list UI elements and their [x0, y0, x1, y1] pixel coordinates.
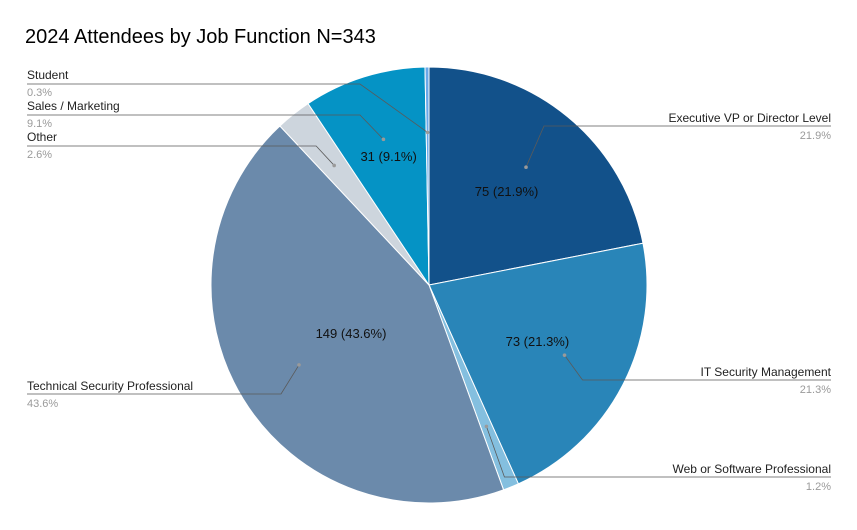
- leader-dot-other: [332, 163, 336, 168]
- label-percent-it-security-management: 21.3%: [800, 384, 831, 396]
- slice-technical-security-professional: [210, 125, 505, 504]
- leader-dot-it-security-management: [562, 353, 567, 357]
- chart-title: 2024 Attendees by Job Function N=343: [25, 26, 376, 48]
- label-executive-vp-or-director-level: Executive VP or Director Level: [668, 111, 831, 125]
- slice-it-security-management: [428, 242, 648, 485]
- label-technical-security-professional: Technical Security Professional: [27, 379, 193, 393]
- data-label-technical-security-professional: 149 (43.6%): [316, 326, 387, 341]
- label-web-or-software-professional: Web or Software Professional: [672, 462, 831, 476]
- leader-line-other: [27, 145, 335, 166]
- leader-line-student: [27, 83, 428, 133]
- leader-dot-executive-vp-or-director-level: [524, 165, 528, 170]
- data-label-sales-marketing: 31 (9.1%): [360, 149, 416, 164]
- label-percent-sales-marketing: 9.1%: [27, 118, 52, 130]
- pie-labels: 75 (21.9%) Executive VP or Director Level…: [27, 68, 832, 493]
- label-percent-web-or-software-professional: 1.2%: [806, 481, 831, 493]
- leader-dot-web-or-software-professional: [484, 424, 489, 429]
- leader-line-technical-security-professional: [27, 364, 300, 395]
- data-label-executive-vp-or-director-level: 75 (21.9%): [475, 184, 539, 199]
- slice-student: [424, 66, 430, 286]
- label-it-security-management: IT Security Management: [700, 365, 831, 379]
- pie-slices: [210, 66, 648, 504]
- label-percent-other: 2.6%: [27, 149, 52, 161]
- leader-line-executive-vp-or-director-level: [525, 125, 831, 168]
- leader-line-it-security-management: [564, 354, 831, 381]
- label-percent-executive-vp-or-director-level: 21.9%: [800, 130, 831, 142]
- data-label-it-security-management: 73 (21.3%): [506, 334, 570, 349]
- label-percent-technical-security-professional: 43.6%: [27, 398, 58, 410]
- leader-dot-sales-marketing: [381, 137, 386, 142]
- leader-dot-student: [425, 130, 430, 135]
- label-percent-student: 0.3%: [27, 87, 52, 99]
- leader-line-web-or-software-professional: [486, 426, 831, 478]
- label-other: Other: [27, 130, 57, 144]
- label-sales-marketing: Sales / Marketing: [27, 99, 120, 113]
- slice-sales-marketing: [307, 66, 430, 287]
- slice-executive-vp-or-director-level: [428, 66, 644, 286]
- leader-line-sales-marketing: [27, 114, 384, 140]
- leader-dot-technical-security-professional: [297, 363, 301, 367]
- label-student: Student: [27, 68, 69, 82]
